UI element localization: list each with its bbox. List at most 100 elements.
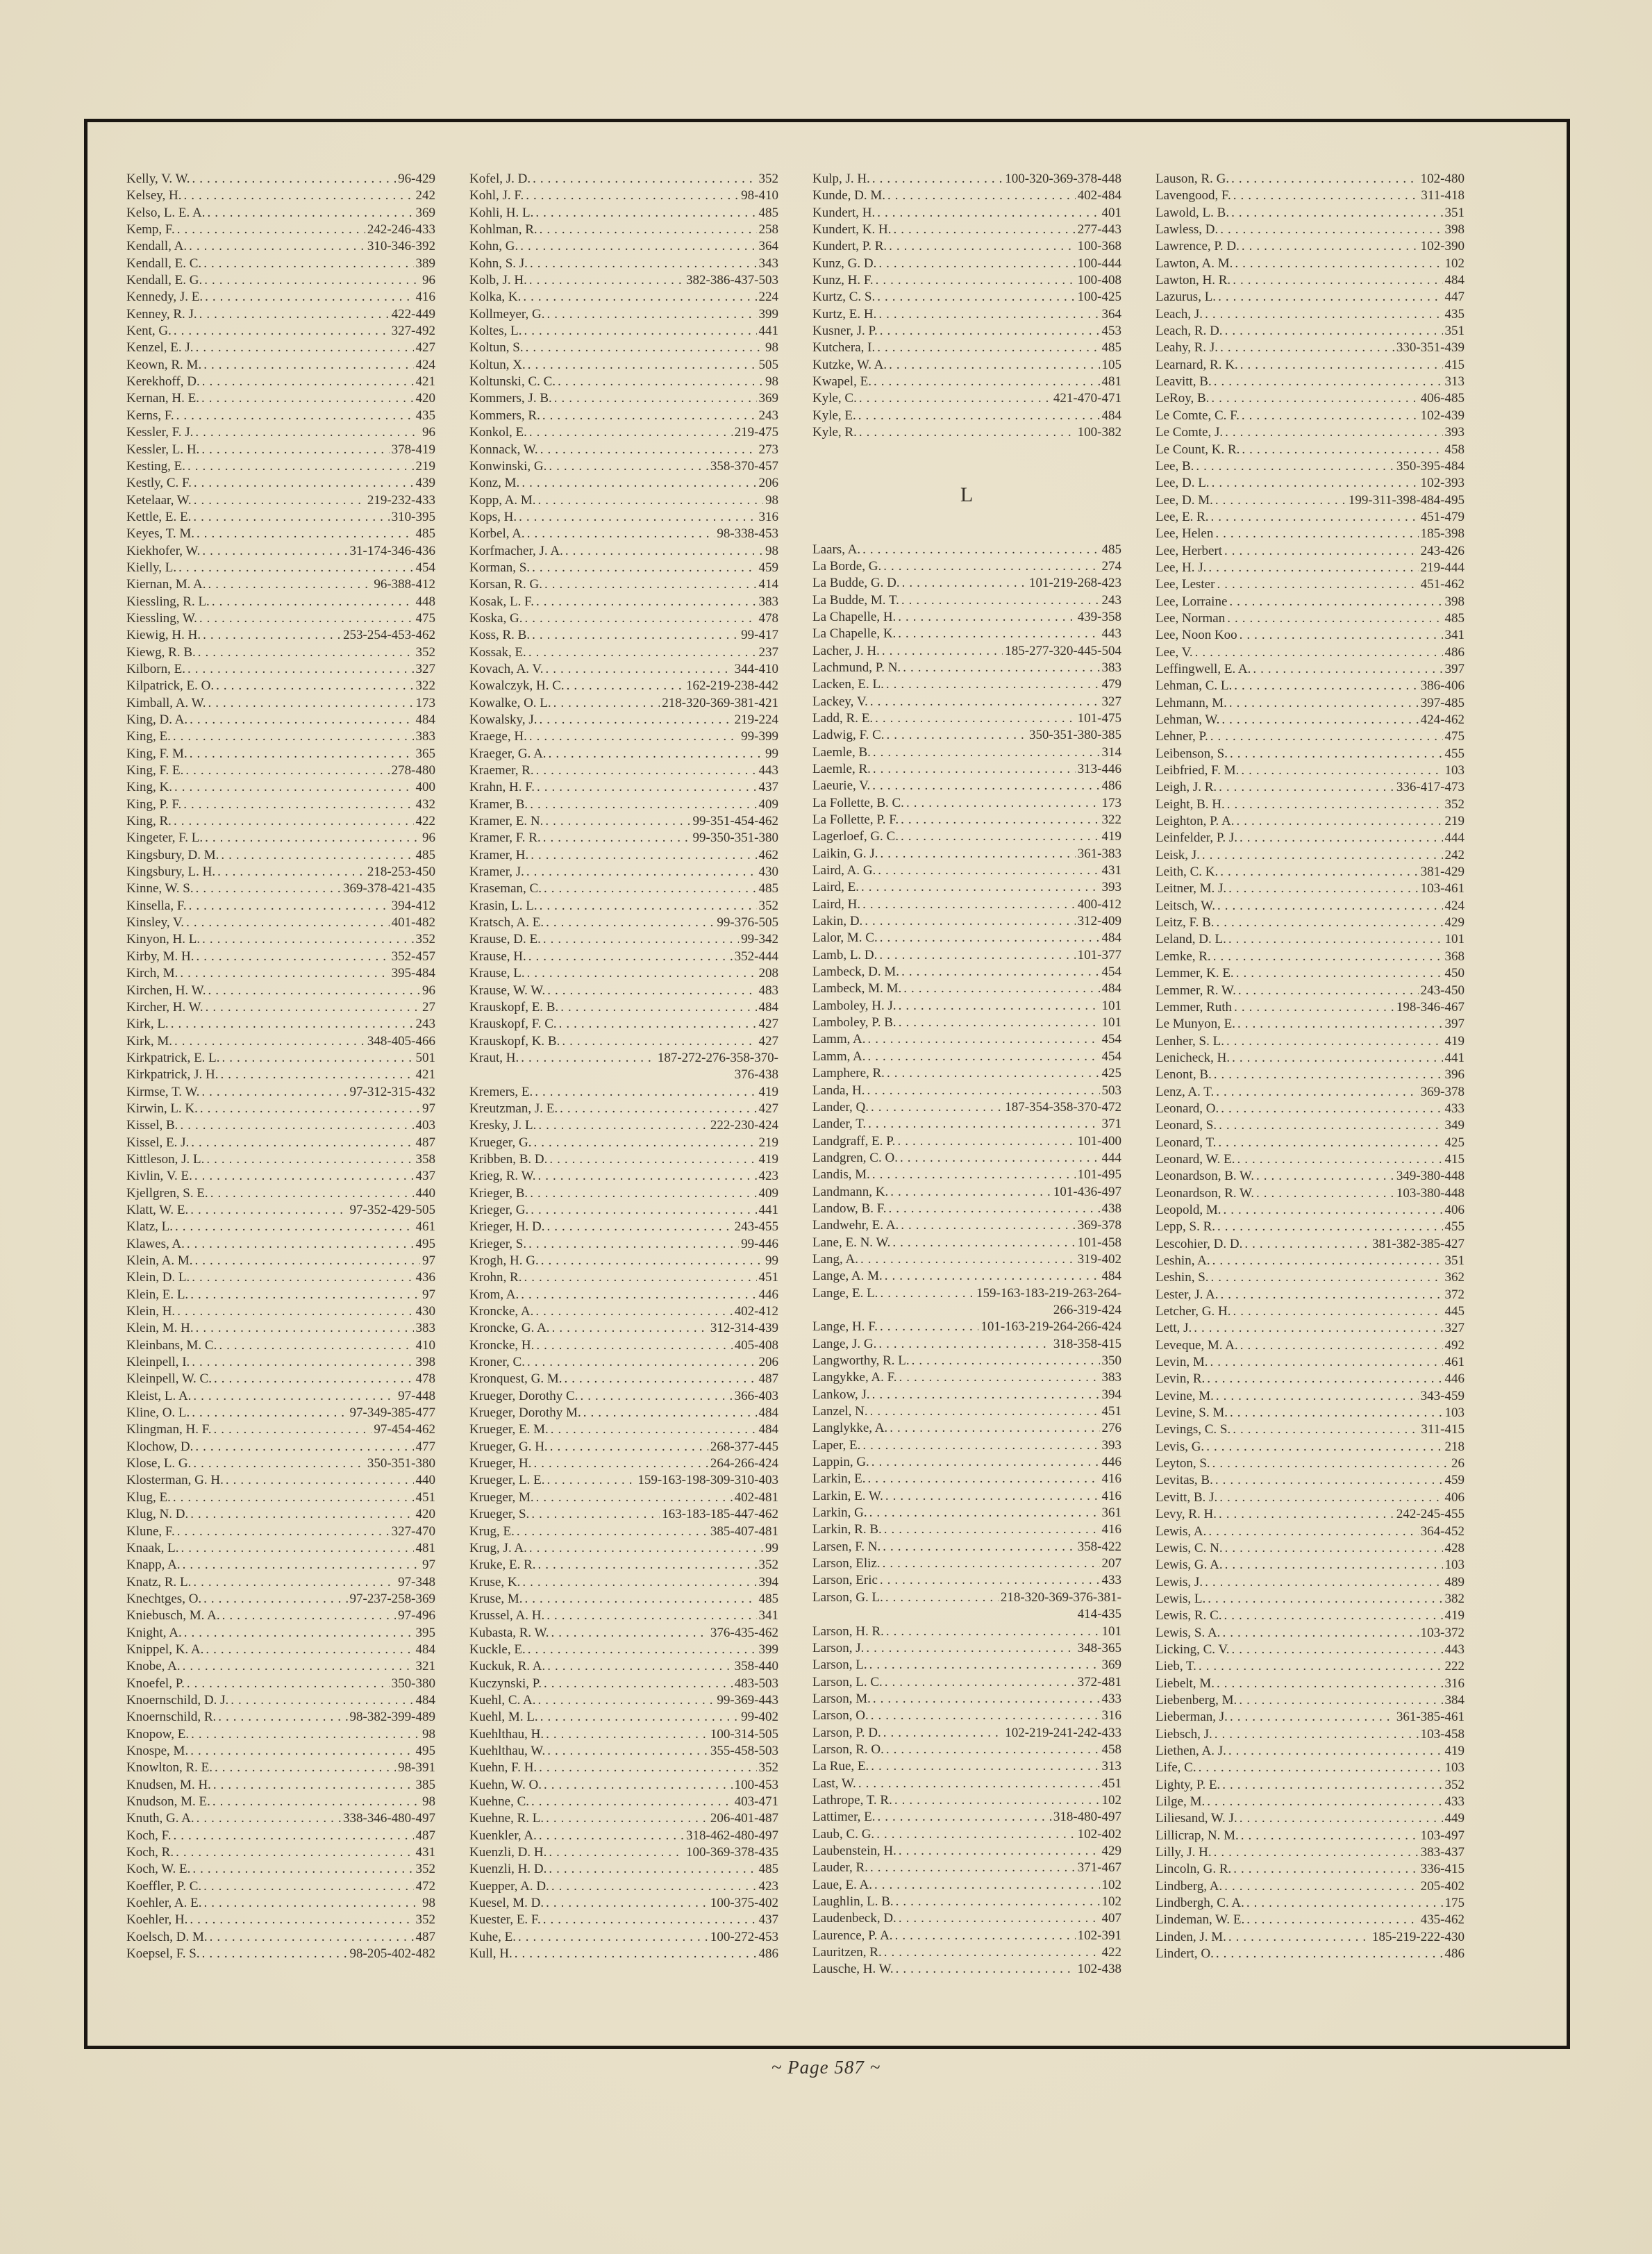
entry-pages: 327 bbox=[1101, 694, 1122, 709]
entry-name: Landwehr, E. A. bbox=[812, 1218, 899, 1233]
entry-name: Kyle, C. bbox=[812, 391, 857, 406]
dot-leader bbox=[1224, 1878, 1418, 1895]
entry-pages: 439-358 bbox=[1077, 609, 1121, 624]
entry-name: Lauritzen, R. bbox=[812, 1945, 882, 1960]
entry-name: Lawrence, P. D. bbox=[1155, 239, 1240, 254]
index-entry: Kingeter, F. L.96 bbox=[126, 830, 435, 846]
entry-pages: 451 bbox=[415, 1489, 436, 1505]
entry-pages: 341 bbox=[1444, 628, 1465, 643]
dot-leader bbox=[547, 306, 756, 323]
dot-leader bbox=[880, 1285, 974, 1302]
index-entry: Klune, F.327-470 bbox=[126, 1523, 435, 1540]
dot-leader bbox=[177, 1303, 413, 1320]
dot-leader bbox=[529, 272, 684, 289]
entry-name: Lemmer, Ruth bbox=[1155, 999, 1233, 1015]
entry-name: Lehman, W. bbox=[1155, 712, 1220, 727]
index-entry: Koltes, L.441 bbox=[469, 323, 778, 340]
entry-pages: 97 bbox=[422, 1101, 435, 1116]
dot-leader bbox=[524, 323, 756, 340]
dot-leader bbox=[1231, 171, 1419, 187]
dot-leader bbox=[906, 795, 1100, 812]
entry-pages: 316 bbox=[1101, 1708, 1122, 1723]
entry-pages: 484 bbox=[1444, 273, 1465, 288]
entry-name: Kunz, H. F. bbox=[812, 273, 874, 288]
index-entry: Kirchen, H. W.96 bbox=[126, 983, 435, 999]
index-entry: Lalor, M. C.484 bbox=[812, 930, 1121, 946]
index-entry: Lemmer, Ruth198-346-467 bbox=[1155, 999, 1465, 1016]
entry-name: Lieb, T. bbox=[1155, 1659, 1196, 1674]
entry-pages: 96 bbox=[422, 830, 435, 846]
entry-name: Larson, L. bbox=[812, 1658, 867, 1673]
entry-pages: 101-377 bbox=[1077, 947, 1121, 962]
entry-name: Krueger, M. bbox=[469, 1489, 534, 1505]
index-entry: Kelso, L. E. A. 369 bbox=[126, 205, 435, 222]
index-entry: Kissel, B.403 bbox=[126, 1117, 435, 1134]
index-entry: Kops, H.316 bbox=[469, 509, 778, 526]
dot-leader bbox=[187, 458, 414, 475]
dot-leader bbox=[536, 1489, 733, 1506]
entry-pages: 433 bbox=[1101, 1573, 1122, 1588]
entry-name: Kull, H. bbox=[469, 1946, 512, 1962]
entry-pages: 310-346-392 bbox=[367, 239, 435, 254]
entry-name: Lee, Noon Koo bbox=[1155, 628, 1237, 643]
entry-name: Larkin, R. B. bbox=[812, 1522, 882, 1537]
entry-name: Kuehn, F. H. bbox=[469, 1760, 537, 1776]
index-entry: Levine, S. M.103 bbox=[1155, 1405, 1465, 1421]
entry-name: Levin, R. bbox=[1155, 1371, 1205, 1387]
index-entry: Kjellgren, S. E.440 bbox=[126, 1185, 435, 1202]
dot-leader bbox=[1207, 1371, 1442, 1387]
entry-name: Kiernan, M. A. bbox=[126, 577, 206, 592]
index-entry: Kowalczyk, H. C.162-219-238-442 bbox=[469, 678, 778, 694]
index-entry: Kossak, E.237 bbox=[469, 644, 778, 661]
index-entry: Lehmann, M.397-485 bbox=[1155, 695, 1465, 712]
entry-pages: 99 bbox=[765, 1253, 778, 1268]
entry-name: Leahy, R. J. bbox=[1155, 340, 1219, 356]
entry-name: Krueger, E. M. bbox=[469, 1422, 549, 1437]
entry-name: Larson, O. bbox=[812, 1708, 869, 1723]
dot-leader bbox=[1213, 949, 1443, 965]
entry-name: Kirkpatrick, J. H. bbox=[126, 1067, 219, 1083]
dot-leader bbox=[222, 1608, 397, 1624]
entry-name: Lindeman, W. E. bbox=[1155, 1912, 1245, 1928]
dot-leader bbox=[219, 1337, 413, 1354]
index-entry: Klingman, H. F.97-454-462 bbox=[126, 1421, 435, 1438]
index-entry: Lee, V.486 bbox=[1155, 644, 1465, 661]
entry-pages: 455 bbox=[1444, 746, 1465, 761]
entry-name: Kingsbury, D. M. bbox=[126, 847, 219, 862]
entry-pages: 399 bbox=[758, 306, 779, 322]
dot-leader bbox=[912, 1353, 1100, 1369]
index-entry: Kraeger, G. A.99 bbox=[469, 746, 778, 762]
index-entry: Lehman, C. L.386-406 bbox=[1155, 678, 1465, 694]
entry-pages: 163-183-185-447-462 bbox=[662, 1507, 778, 1522]
index-entry: Koehler, A. E.98 bbox=[126, 1895, 435, 1912]
dot-leader bbox=[1230, 1709, 1394, 1726]
dot-leader bbox=[174, 323, 390, 340]
entry-pages: 398 bbox=[1444, 222, 1465, 237]
dot-leader bbox=[885, 1674, 1076, 1691]
dot-leader bbox=[869, 1505, 1100, 1521]
entry-pages: 27 bbox=[422, 999, 435, 1015]
entry-pages: 102 bbox=[1101, 1792, 1122, 1808]
dot-leader bbox=[547, 1658, 732, 1675]
index-entry: Levitas, B.459 bbox=[1155, 1472, 1465, 1489]
entry-name: Kernan, H. E. bbox=[126, 391, 199, 406]
entry-pages: 485 bbox=[758, 205, 779, 220]
index-entry: Laurence, P. A.102-391 bbox=[812, 1928, 1121, 1944]
dot-leader bbox=[546, 1726, 708, 1743]
dot-leader bbox=[1233, 1303, 1442, 1320]
entry-pages: 364-452 bbox=[1420, 1523, 1465, 1539]
entry-name: Kessler, L. H. bbox=[126, 442, 200, 457]
entry-pages: 338-346-480-497 bbox=[343, 1811, 435, 1826]
entry-pages: 369 bbox=[415, 205, 436, 220]
entry-pages: 485 bbox=[1444, 610, 1465, 626]
dot-leader bbox=[176, 408, 414, 424]
entry-pages: 313 bbox=[1444, 374, 1465, 390]
entry-pages: 484 bbox=[758, 1422, 779, 1437]
entry-name: Levis, G. bbox=[1155, 1439, 1205, 1454]
dot-leader bbox=[195, 1253, 420, 1269]
entry-pages: 475 bbox=[1444, 729, 1465, 744]
index-entry: King, P. F.432 bbox=[126, 796, 435, 813]
entry-name: Kelso, L. E. A. bbox=[126, 205, 206, 220]
dot-leader bbox=[193, 1455, 365, 1472]
entry-pages: 99-446 bbox=[741, 1236, 778, 1251]
